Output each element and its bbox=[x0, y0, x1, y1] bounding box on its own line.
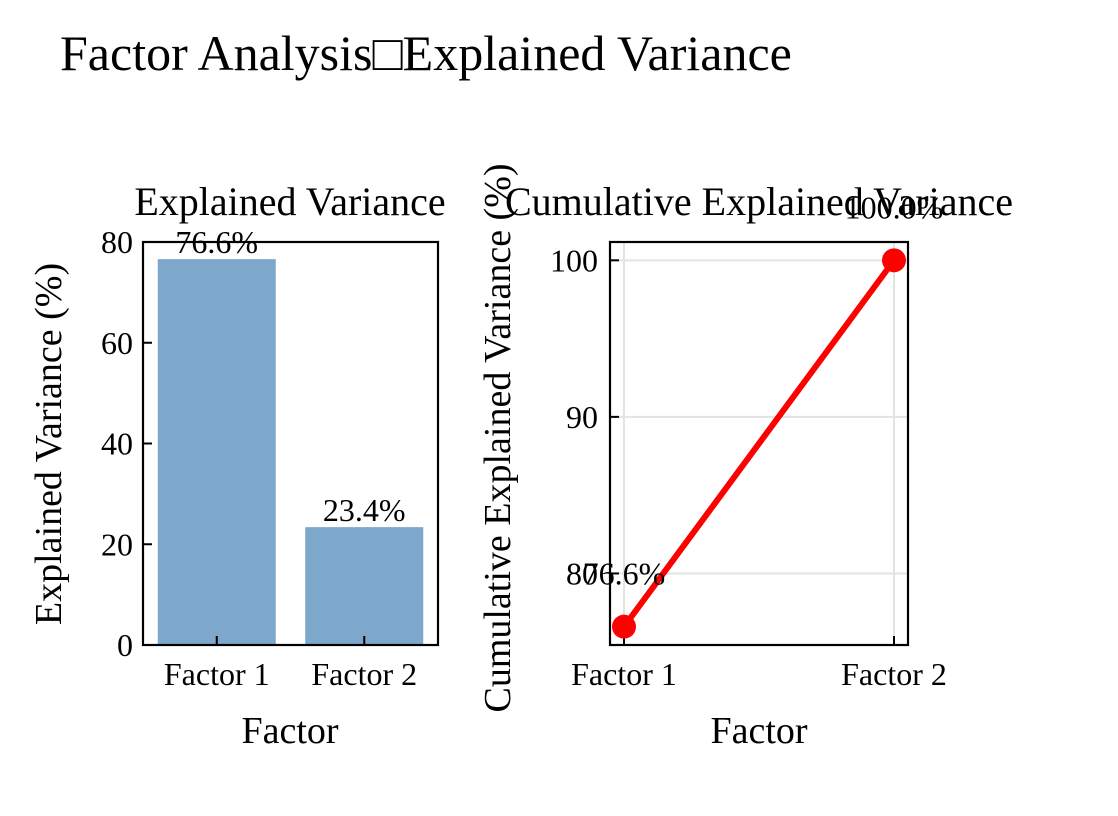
line-data-label: 76.6% bbox=[583, 556, 666, 592]
line-chart-y-axis-label: Cumulative Explained Variance (%) bbox=[477, 163, 519, 712]
bar-chart-frame bbox=[141, 240, 440, 647]
line-chart-x-tick-label: Factor 1 bbox=[571, 656, 677, 692]
figure-title: Factor Analysis□Explained Variance bbox=[60, 25, 792, 81]
line-chart-frame bbox=[608, 240, 910, 647]
line-chart-x-tick-label: Factor 2 bbox=[841, 656, 947, 692]
bar-chart-y-tick-label: 0 bbox=[117, 627, 133, 663]
bar-chart-y-tick-label: 60 bbox=[101, 325, 133, 361]
bar-data-label: 23.4% bbox=[323, 492, 406, 528]
line-chart-y-tick-label: 80 bbox=[566, 555, 598, 591]
line-chart: Cumulative Explained Variance 80 90 100 Fac… bbox=[477, 163, 1013, 752]
line-point bbox=[882, 248, 906, 273]
bar-chart-y-tick-label: 80 bbox=[101, 224, 133, 260]
line-series bbox=[621, 257, 897, 630]
line-chart-plot-area: 80 90 100 Factor 1 Factor 2 76.6% 100.0% bbox=[550, 189, 947, 692]
line-chart-y-tick-label: 90 bbox=[566, 399, 598, 435]
bar-chart-x-axis-label: Factor bbox=[241, 710, 338, 752]
bar-chart-x-tick-label: Factor 1 bbox=[164, 656, 270, 692]
bar-chart-x-tick-label: Factor 2 bbox=[311, 656, 417, 692]
bar bbox=[157, 259, 276, 645]
bar-chart-y-tick-label: 20 bbox=[101, 526, 133, 562]
line-chart-y-tick-label: 100 bbox=[550, 242, 598, 278]
bar-chart-title: Explained Variance bbox=[134, 179, 445, 224]
bar-chart-y-axis-label: Explained Variance (%) bbox=[28, 263, 70, 625]
bar bbox=[305, 527, 424, 645]
line-chart-title: Cumulative Explained Variance bbox=[505, 179, 1013, 224]
bar-chart-y-tick-label: 40 bbox=[101, 426, 133, 462]
line-point bbox=[612, 614, 636, 639]
line-chart-x-axis-label: Factor bbox=[710, 710, 807, 752]
line-data-label: 100.0% bbox=[845, 189, 944, 225]
